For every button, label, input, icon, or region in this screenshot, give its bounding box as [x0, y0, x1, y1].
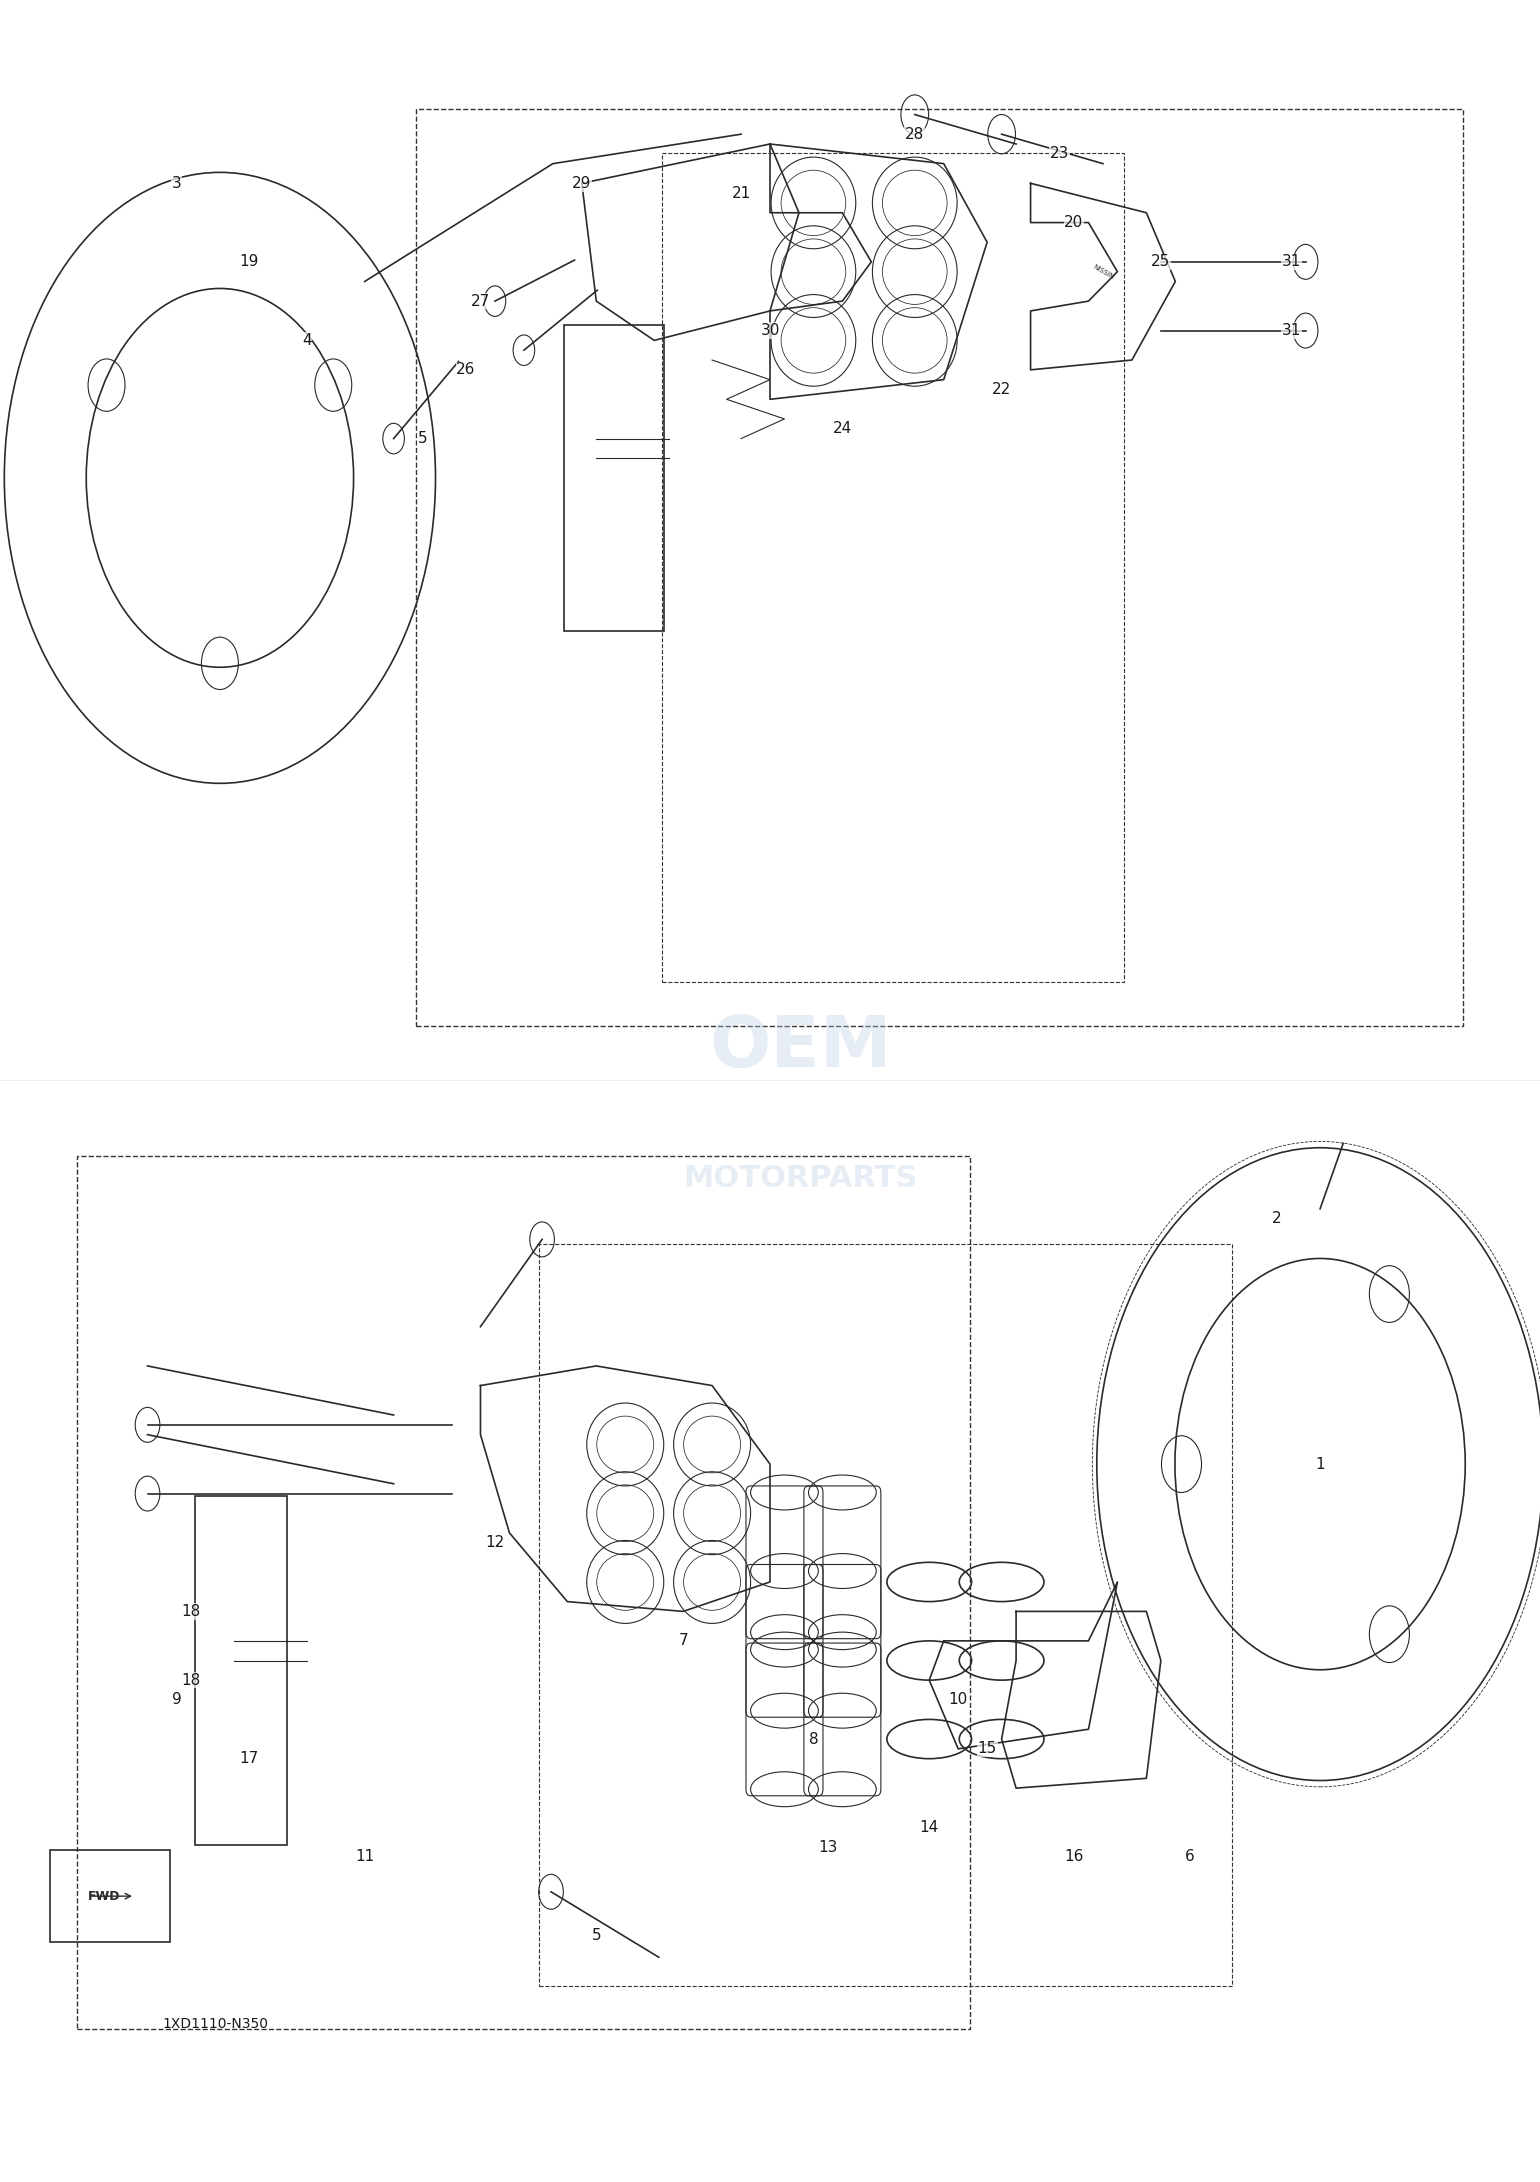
- Text: 15: 15: [978, 1741, 996, 1757]
- Text: NISSIN: NISSIN: [1092, 264, 1115, 279]
- Text: 31: 31: [1281, 255, 1301, 268]
- Text: 19: 19: [239, 255, 259, 268]
- Text: 4: 4: [302, 334, 311, 347]
- Bar: [77, 1156, 970, 2029]
- Text: 1: 1: [1315, 1458, 1324, 1471]
- Text: MOTORPARTS: MOTORPARTS: [684, 1163, 918, 1194]
- Bar: [539, 1244, 1232, 1986]
- Text: 7: 7: [678, 1634, 688, 1647]
- Text: 29: 29: [573, 177, 591, 190]
- Text: 23: 23: [1050, 146, 1069, 161]
- Text: 18: 18: [182, 1604, 200, 1619]
- Text: 11: 11: [356, 1850, 374, 1863]
- Text: 12: 12: [485, 1536, 505, 1549]
- Text: 24: 24: [833, 421, 852, 436]
- Bar: [662, 153, 1124, 982]
- Text: 2: 2: [1272, 1211, 1281, 1226]
- Text: 5: 5: [591, 1929, 601, 1942]
- Text: 17: 17: [239, 1752, 259, 1765]
- Bar: [416, 109, 1463, 1026]
- Text: 9: 9: [171, 1693, 182, 1706]
- Text: 21: 21: [732, 185, 750, 201]
- Text: 6: 6: [1184, 1850, 1195, 1863]
- Text: 27: 27: [471, 295, 490, 308]
- Text: 31: 31: [1281, 323, 1301, 338]
- Text: 13: 13: [818, 1839, 838, 1855]
- Text: 16: 16: [1064, 1850, 1084, 1863]
- Text: 5: 5: [417, 432, 428, 445]
- Text: 26: 26: [456, 362, 476, 377]
- Text: 8: 8: [808, 1733, 818, 1746]
- Text: 3: 3: [171, 177, 182, 190]
- Text: 22: 22: [992, 382, 1012, 397]
- Text: 14: 14: [919, 1820, 939, 1835]
- Text: 18: 18: [182, 1674, 200, 1687]
- Text: 20: 20: [1064, 216, 1084, 229]
- Text: FWD: FWD: [88, 1890, 120, 1903]
- Text: 1XD1110-N350: 1XD1110-N350: [162, 2016, 268, 2031]
- Text: 25: 25: [1152, 255, 1170, 268]
- Text: 30: 30: [761, 323, 779, 338]
- Text: 10: 10: [949, 1693, 967, 1706]
- Text: 28: 28: [906, 127, 924, 142]
- Text: OEM: OEM: [710, 1012, 892, 1082]
